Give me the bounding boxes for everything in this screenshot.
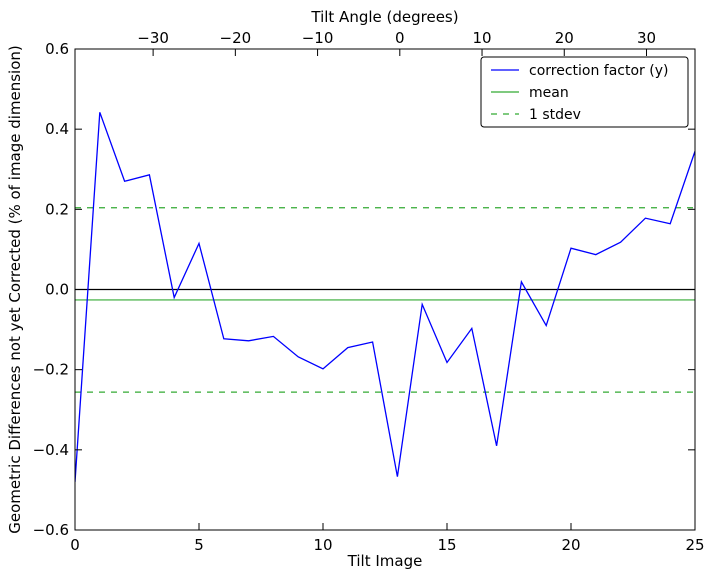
x-tick-label: 25 bbox=[685, 536, 704, 554]
legend-label: 1 stdev bbox=[529, 107, 581, 123]
y-tick-label: 0.2 bbox=[45, 200, 69, 218]
top-tick-label: 0 bbox=[395, 29, 405, 47]
top-tick-label: 20 bbox=[555, 29, 574, 47]
x-tick-label: 0 bbox=[70, 536, 80, 554]
y-tick-label: 0.4 bbox=[45, 120, 69, 138]
axis-ticks: 0 5 10 15 20 25 −0.6 −0.4 −0.2 0.0 0.2 0.4 0.6 −30 −20… bbox=[33, 29, 705, 554]
legend-label: correction factor (y) bbox=[529, 63, 668, 79]
y-tick-label: −0.4 bbox=[33, 441, 69, 459]
plot-area bbox=[75, 112, 695, 482]
y-tick-label: −0.2 bbox=[33, 361, 69, 379]
legend: correction factor (y) mean 1 stdev bbox=[480, 56, 689, 128]
top-tick-label: −30 bbox=[137, 29, 169, 47]
top-tick-label: 10 bbox=[472, 29, 491, 47]
legend-label: mean bbox=[529, 85, 569, 101]
x-axis-label: Tilt Image bbox=[347, 552, 423, 570]
y-tick-label: −0.6 bbox=[33, 521, 69, 539]
top-axis-label: Tilt Angle (degrees) bbox=[310, 8, 458, 26]
x-tick-label: 20 bbox=[561, 536, 580, 554]
plot-frame bbox=[74, 48, 696, 531]
x-tick-label: 10 bbox=[313, 536, 332, 554]
top-tick-label: 30 bbox=[637, 29, 656, 47]
x-tick-label: 5 bbox=[194, 536, 204, 554]
y-tick-label: 0.0 bbox=[45, 281, 69, 299]
series-line-0 bbox=[75, 112, 695, 482]
top-tick-label: −20 bbox=[220, 29, 252, 47]
x-tick-label: 15 bbox=[437, 536, 456, 554]
legend-box bbox=[480, 56, 689, 128]
y-tick-label: 0.6 bbox=[45, 40, 69, 58]
top-tick-label: −10 bbox=[302, 29, 334, 47]
y-axis-label: Geometric Differences not yet Corrected … bbox=[6, 45, 24, 534]
